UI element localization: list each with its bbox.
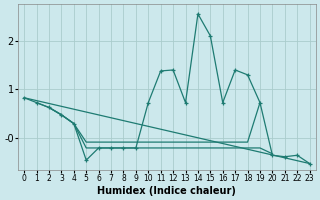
X-axis label: Humidex (Indice chaleur): Humidex (Indice chaleur) <box>98 186 236 196</box>
